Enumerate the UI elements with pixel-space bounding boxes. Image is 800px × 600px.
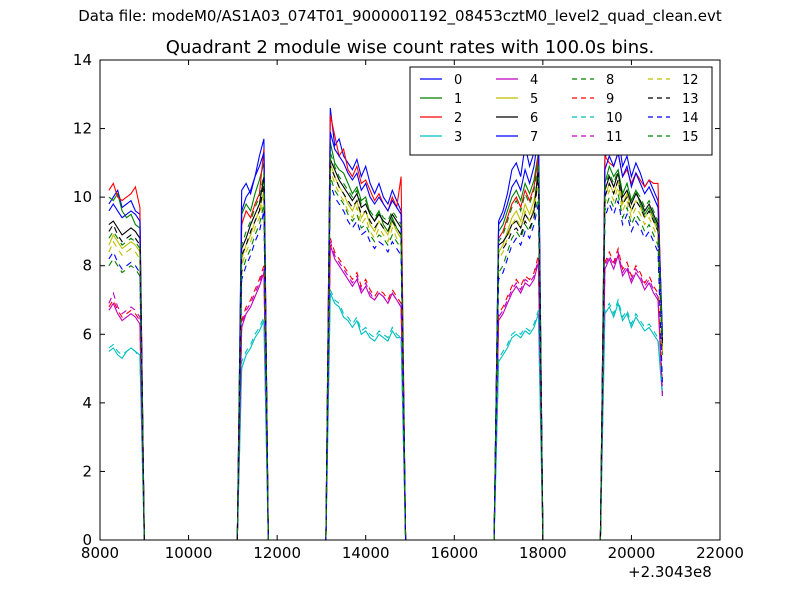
y-tick-label: 4 bbox=[82, 394, 92, 412]
series-line-9 bbox=[108, 238, 663, 541]
series-line-1 bbox=[108, 142, 663, 541]
legend-label-8: 8 bbox=[606, 73, 614, 88]
legend-label-7: 7 bbox=[530, 130, 538, 145]
y-tick-label: 10 bbox=[73, 188, 92, 206]
legend-label-2: 2 bbox=[454, 111, 462, 126]
chart-title: Quadrant 2 module wise count rates with … bbox=[165, 37, 655, 58]
x-tick-label: 14000 bbox=[342, 544, 390, 562]
series-line-12 bbox=[108, 169, 663, 541]
y-tick-label: 0 bbox=[82, 531, 92, 549]
x-tick-label: 10000 bbox=[165, 544, 213, 562]
legend-label-12: 12 bbox=[682, 73, 699, 88]
legend-label-6: 6 bbox=[530, 111, 538, 126]
series-line-4 bbox=[108, 244, 663, 541]
y-tick-label: 12 bbox=[73, 120, 92, 138]
series-line-14 bbox=[108, 183, 663, 541]
series-line-15 bbox=[108, 152, 663, 541]
figure-suptitle: Data file: modeM0/AS1A03_074T01_90000011… bbox=[78, 7, 722, 25]
x-tick-label: 8000 bbox=[81, 544, 119, 562]
series-line-3 bbox=[108, 292, 663, 541]
legend-label-13: 13 bbox=[682, 92, 699, 107]
y-tick-label: 8 bbox=[82, 257, 92, 275]
legend-label-0: 0 bbox=[454, 73, 462, 88]
legend-box bbox=[409, 66, 713, 156]
x-tick-label: 20000 bbox=[608, 544, 656, 562]
x-tick-label: 12000 bbox=[253, 544, 301, 562]
series-line-13 bbox=[108, 166, 663, 541]
legend-label-10: 10 bbox=[606, 111, 623, 126]
axis-ticks: 8000 10000 12000 14000 16000 18000 20000 22000 0… bbox=[73, 51, 744, 562]
y-tick-label: 6 bbox=[82, 325, 92, 343]
legend-label-15: 15 bbox=[682, 130, 699, 145]
series-line-0 bbox=[108, 107, 663, 541]
legend-label-3: 3 bbox=[454, 130, 462, 145]
series-line-11 bbox=[108, 241, 663, 541]
plot-frame bbox=[99, 59, 721, 541]
legend-label-4: 4 bbox=[530, 73, 538, 88]
series-layer bbox=[108, 107, 663, 541]
x-tick-label: 16000 bbox=[430, 544, 478, 562]
series-line-10 bbox=[108, 289, 663, 541]
series-line-6 bbox=[108, 159, 663, 541]
series-line-2 bbox=[108, 114, 663, 541]
legend-label-9: 9 bbox=[606, 92, 614, 107]
x-tick-label: 18000 bbox=[519, 544, 567, 562]
y-tick-label: 2 bbox=[82, 462, 92, 480]
legend-label-11: 11 bbox=[606, 130, 623, 145]
legend-label-5: 5 bbox=[530, 92, 538, 107]
x-tick-label: 22000 bbox=[696, 544, 744, 562]
series-line-8 bbox=[108, 176, 663, 541]
legend-label-14: 14 bbox=[682, 111, 699, 126]
x-axis-offset-label: +2.3043e8 bbox=[628, 563, 712, 581]
legend-label-1: 1 bbox=[454, 92, 462, 107]
y-tick-label: 14 bbox=[73, 51, 92, 69]
